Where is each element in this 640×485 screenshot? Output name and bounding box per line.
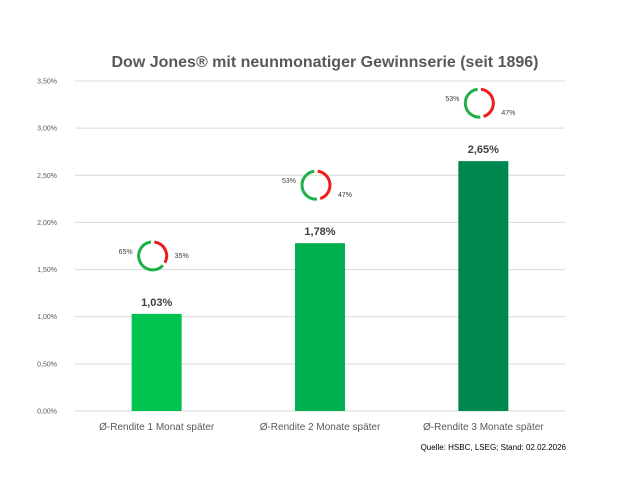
donut-positive-arc bbox=[300, 169, 318, 201]
y-tick-label: 3,50% bbox=[37, 79, 57, 86]
donut-negative-arc bbox=[317, 169, 332, 200]
source-note: Quelle: HSBC, LSEG; Stand: 02.02.2026 bbox=[421, 443, 567, 452]
data-label: 2,65% bbox=[468, 144, 499, 156]
y-tick-label: 1,00% bbox=[37, 314, 57, 321]
y-tick-label: 3,00% bbox=[37, 126, 57, 133]
chart-title: Dow Jones® mit neunmonatiger Gewinnserie… bbox=[111, 54, 538, 71]
y-tick-label: 0,50% bbox=[37, 361, 57, 368]
y-tick-label: 1,50% bbox=[37, 267, 57, 274]
bar bbox=[131, 313, 182, 411]
donut-negative-label: 47% bbox=[501, 110, 515, 117]
data-label: 1,78% bbox=[304, 226, 335, 238]
y-tick-label: 2,00% bbox=[37, 220, 57, 227]
bar bbox=[295, 243, 345, 411]
donut-negative-label: 35% bbox=[175, 253, 189, 260]
x-tick-label: Ø-Rendite 2 Monate später bbox=[260, 422, 381, 433]
y-tick-label: 0,00% bbox=[37, 409, 57, 416]
y-tick-label: 2,50% bbox=[37, 173, 57, 180]
x-tick-label: Ø-Rendite 1 Monat später bbox=[99, 422, 215, 433]
donut-negative-label: 47% bbox=[338, 192, 352, 199]
data-label: 1,03% bbox=[141, 297, 172, 309]
x-tick-label: Ø-Rendite 3 Monate später bbox=[423, 422, 544, 433]
donut-negative-arc bbox=[154, 240, 169, 264]
donut-positive-label: 53% bbox=[282, 178, 296, 185]
donut-positive-label: 65% bbox=[119, 249, 133, 256]
bar bbox=[458, 161, 509, 411]
donut-positive-label: 53% bbox=[445, 96, 459, 103]
donut-positive-arc bbox=[137, 240, 165, 272]
donut-positive-arc bbox=[463, 87, 481, 119]
donut-negative-arc bbox=[480, 87, 495, 118]
